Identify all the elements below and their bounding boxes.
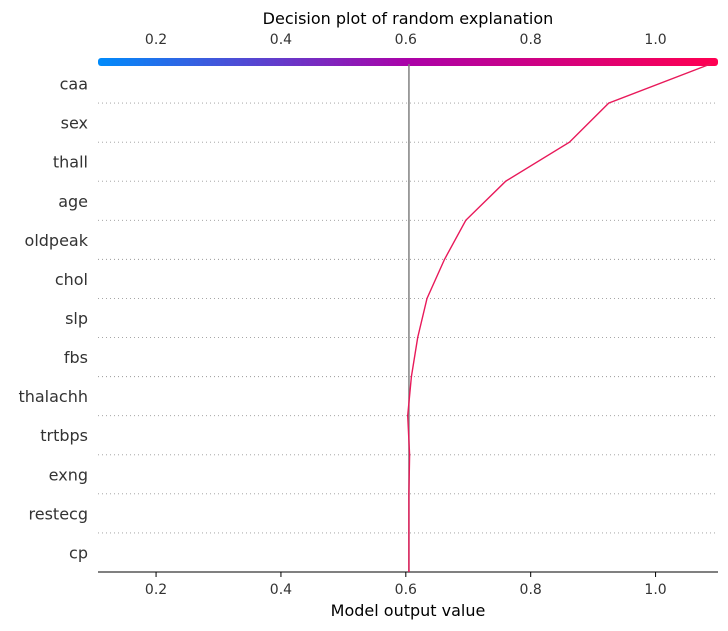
colorbar-tick-label: 1.0	[644, 32, 666, 48]
feature-label-trtbps: trtbps	[40, 426, 88, 445]
decision-path-line	[406, 63, 711, 572]
feature-label-chol: chol	[55, 270, 88, 289]
x-tick-label: 0.4	[270, 582, 292, 598]
x-axis-label: Model output value	[331, 601, 486, 620]
feature-label-restecg: restecg	[29, 504, 88, 523]
x-axis-ticks: 0.2 0.4 0.6 0.8 1.0	[145, 572, 667, 598]
colorbar-tick-label: 0.6	[395, 32, 417, 48]
colorbar	[98, 58, 718, 66]
x-tick-label: 0.6	[395, 582, 417, 598]
feature-rows: caa sex thall age oldpeak chol slp fbs thalachh t…	[18, 75, 718, 562]
feature-label-thalachh: thalachh	[18, 387, 88, 406]
feature-label-fbs: fbs	[64, 348, 88, 367]
colorbar-tick-label: 0.8	[520, 32, 542, 48]
x-tick-label: 0.8	[520, 582, 542, 598]
colorbar-tick-label: 0.4	[270, 32, 292, 48]
feature-label-age: age	[58, 192, 88, 211]
x-tick-label: 1.0	[644, 582, 666, 598]
feature-label-exng: exng	[49, 465, 88, 484]
feature-label-thall: thall	[53, 153, 88, 172]
feature-label-slp: slp	[65, 309, 88, 328]
chart-title: Decision plot of random explanation	[263, 9, 554, 28]
x-tick-label: 0.2	[145, 582, 167, 598]
colorbar-ticks: 0.2 0.4 0.6 0.8 1.0	[145, 32, 667, 48]
colorbar-tick-label: 0.2	[145, 32, 167, 48]
feature-label-cp: cp	[69, 543, 88, 562]
feature-label-sex: sex	[61, 114, 88, 133]
feature-label-caa: caa	[60, 75, 88, 94]
feature-label-oldpeak: oldpeak	[25, 231, 89, 250]
